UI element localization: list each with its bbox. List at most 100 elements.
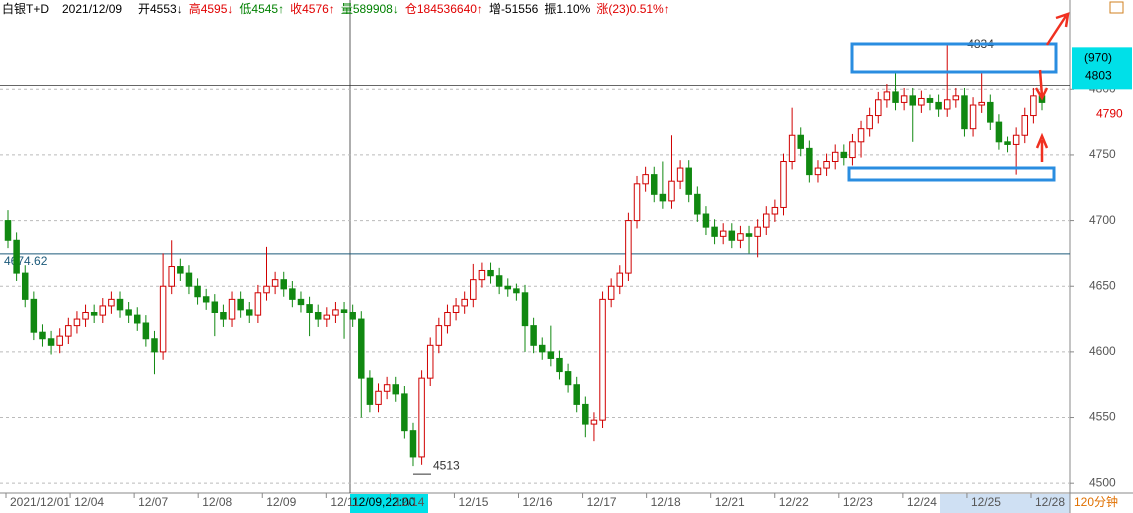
candle-body [754,226,761,237]
candle-body [969,104,977,130]
candle-body [797,134,804,149]
candle-body [4,220,12,241]
candle-body [99,305,107,316]
x-tick-label: 12/08 [202,495,232,509]
candle-body [642,174,649,185]
candle-body [392,384,399,395]
candle-body [306,304,313,313]
x-tick-label: 12/11 [330,495,359,509]
header-date: 2021/12/09 [62,2,122,16]
candle-body [737,233,744,241]
candle-body [659,193,667,202]
candle-body [788,134,796,162]
candle-body [538,344,546,353]
highlight-box [850,42,1058,74]
x-tick-label: 12/28 [1035,495,1065,509]
x-tick-label: 12/15 [458,495,488,509]
candle-body [254,292,262,316]
x-tick-label: 12/07 [138,495,168,509]
x-tick-label: 12/22 [779,495,809,509]
x-tick-label: 12/18 [651,495,681,509]
x-tick-label: 12/16 [523,495,553,509]
candle-body [504,285,512,290]
candle-body [780,160,787,208]
candle-body [599,298,606,421]
header-item: 增-51556 [489,2,539,16]
candle-body [987,101,994,123]
crosshair-count: (970) [1084,51,1112,65]
candle-body [194,285,201,298]
candle-body [711,226,718,237]
candle-body [513,288,520,294]
candle-body [228,298,236,320]
header-item: 振1.10% [544,2,590,16]
candle-body [978,101,985,106]
candle-body [590,419,598,425]
candle-body [651,174,658,195]
candle-body [1012,134,1020,145]
candle-body [909,95,916,106]
candle-body [108,298,115,307]
candle-body [159,285,167,353]
candle-body [487,269,494,277]
candle-body [582,403,589,425]
crosshair-time-box [350,494,428,513]
candle-body [151,338,158,353]
candle-body [332,309,339,316]
candle-body [125,309,132,316]
header-item: 仓184536640↑ [405,2,483,16]
candle-body [961,95,968,130]
candle-body [366,377,374,405]
candle-body [633,183,641,222]
candle-body [573,384,580,405]
candle-body [823,160,830,169]
range-highlight [940,494,1070,513]
candle-body [676,167,684,182]
candle-body [900,95,908,103]
candle-body [82,311,89,320]
candle-body [564,371,572,386]
y-tick-label: 4600 [1089,344,1116,358]
candle-body [340,309,348,313]
candle-body [168,266,175,287]
candle-body [685,167,692,195]
candle-body [220,311,227,320]
candle-body [246,309,253,316]
crosshair-time: 12/09,22:00 [352,495,416,509]
candle-body [616,272,624,287]
min-label: 4513 [433,458,460,472]
candle-body [237,298,244,311]
candle-body [116,298,124,311]
candle-body [73,318,81,327]
candle-body [875,99,882,117]
candle-body [470,279,477,300]
candle-body [849,141,856,159]
y-tick-label: 4700 [1089,213,1116,227]
candle-body [530,325,537,346]
candle-body [547,351,555,359]
candle-body [21,272,29,300]
candle-body [375,390,382,405]
candle-body [625,220,632,274]
y-tick-label: 4500 [1089,475,1116,489]
header-item: 收4576↑ [290,2,335,16]
candle-body [297,298,305,306]
candle-body [39,331,46,340]
candle-body [866,115,873,130]
candle-body [840,151,848,159]
header-item: 低4545↑ [239,2,284,16]
candle-body [90,311,98,316]
icon[interactable] [1109,1,1124,14]
candle-body [314,311,322,320]
candle-body [926,97,934,103]
candle-body [478,269,486,281]
arrow [1045,12,1070,46]
candle-body [702,213,710,228]
candle-body [1021,115,1029,136]
candle-body [1030,95,1037,117]
candle-body [883,91,891,101]
candle-body [745,233,753,237]
candle-body [444,311,451,327]
